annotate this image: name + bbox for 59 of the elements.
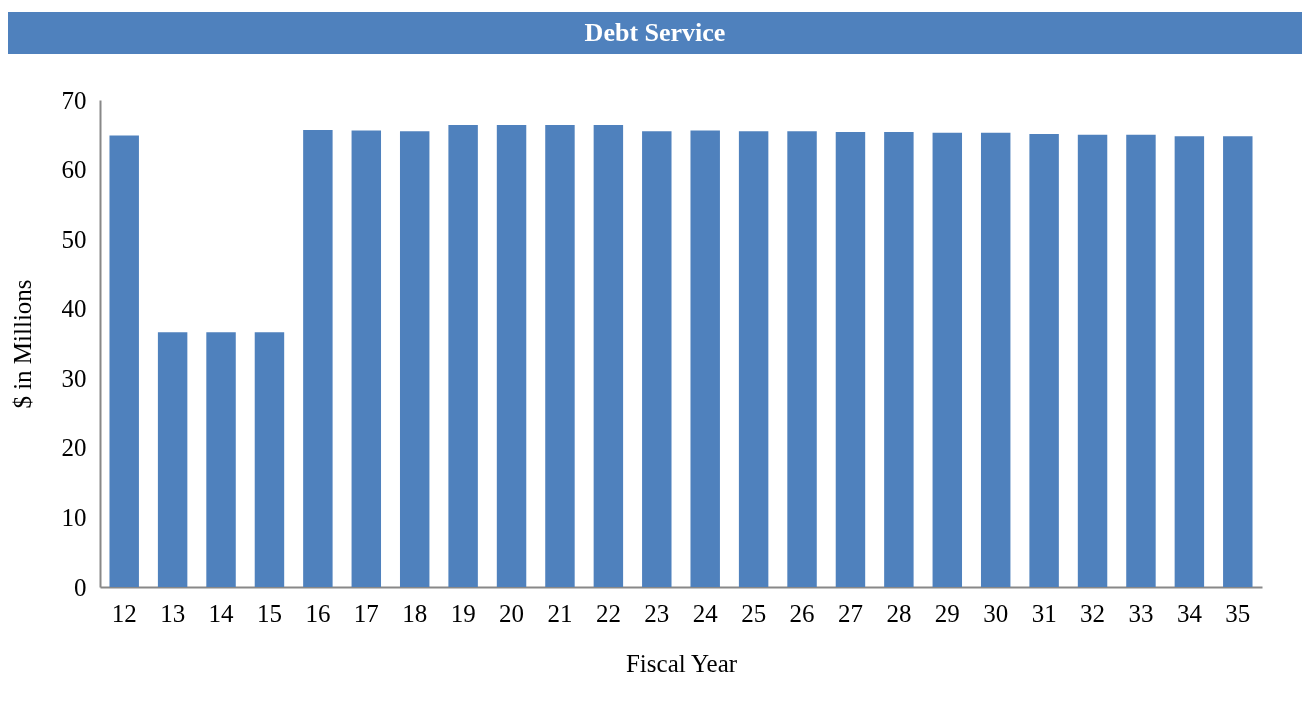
y-tick-label: 40: [61, 295, 87, 323]
bar: [109, 135, 139, 587]
y-tick-label: 10: [61, 503, 87, 531]
bar: [1223, 136, 1253, 587]
x-tick-label: 27: [837, 599, 863, 627]
x-tick-label: 19: [450, 599, 476, 627]
y-axis-title: $ in Millions: [8, 279, 36, 409]
x-tick-label: 22: [595, 599, 621, 627]
x-tick-label: 13: [160, 599, 186, 627]
chart-title: Debt Service: [8, 12, 1302, 54]
x-tick-label: 31: [1031, 599, 1057, 627]
x-tick-label: 30: [983, 599, 1009, 627]
bar: [399, 131, 430, 587]
y-tick-label: 0: [74, 573, 87, 601]
y-tick-label: 30: [61, 364, 87, 392]
x-tick-label: 12: [111, 599, 137, 627]
bar: [1029, 134, 1059, 587]
bar: [1126, 134, 1156, 587]
bar: [690, 130, 720, 587]
bar: [351, 130, 382, 587]
bar: [787, 131, 817, 587]
bar: [206, 332, 236, 587]
x-tick-label: 23: [644, 599, 670, 627]
x-tick-label: 24: [692, 599, 719, 627]
bar: [835, 132, 866, 587]
y-tick-label: 50: [61, 225, 87, 253]
x-tick-label: 29: [934, 599, 960, 627]
x-tick-label: 20: [499, 599, 525, 627]
x-tick-label: 25: [741, 599, 767, 627]
x-tick-label: 33: [1128, 599, 1154, 627]
x-tick-label: 18: [402, 599, 428, 627]
bar: [496, 125, 527, 587]
x-tick-label: 28: [886, 599, 912, 627]
bar: [1174, 136, 1205, 587]
bar: [932, 132, 963, 587]
x-tick-label: 35: [1225, 599, 1251, 627]
bar: [884, 132, 914, 587]
bar: [545, 125, 575, 587]
bar: [642, 131, 672, 587]
x-tick-label: 26: [789, 599, 815, 627]
x-tick-label: 32: [1080, 599, 1106, 627]
y-tick-label: 20: [61, 434, 87, 462]
bar: [157, 332, 188, 587]
bar: [303, 129, 333, 587]
x-tick-label: 21: [547, 599, 573, 627]
x-tick-label: 34: [1176, 599, 1203, 627]
bar: [448, 125, 478, 587]
x-tick-label: 17: [353, 599, 379, 627]
bar: [254, 332, 285, 587]
x-tick-label: 15: [256, 599, 282, 627]
x-tick-label: 16: [305, 599, 331, 627]
bar: [593, 125, 624, 587]
bar: [980, 132, 1011, 587]
bar: [738, 131, 769, 587]
x-tick-label: 14: [208, 599, 235, 627]
y-tick-label: 60: [61, 156, 87, 184]
x-axis-title: Fiscal Year: [625, 649, 738, 677]
y-tick-label: 70: [61, 86, 87, 114]
bar: [1077, 134, 1108, 587]
